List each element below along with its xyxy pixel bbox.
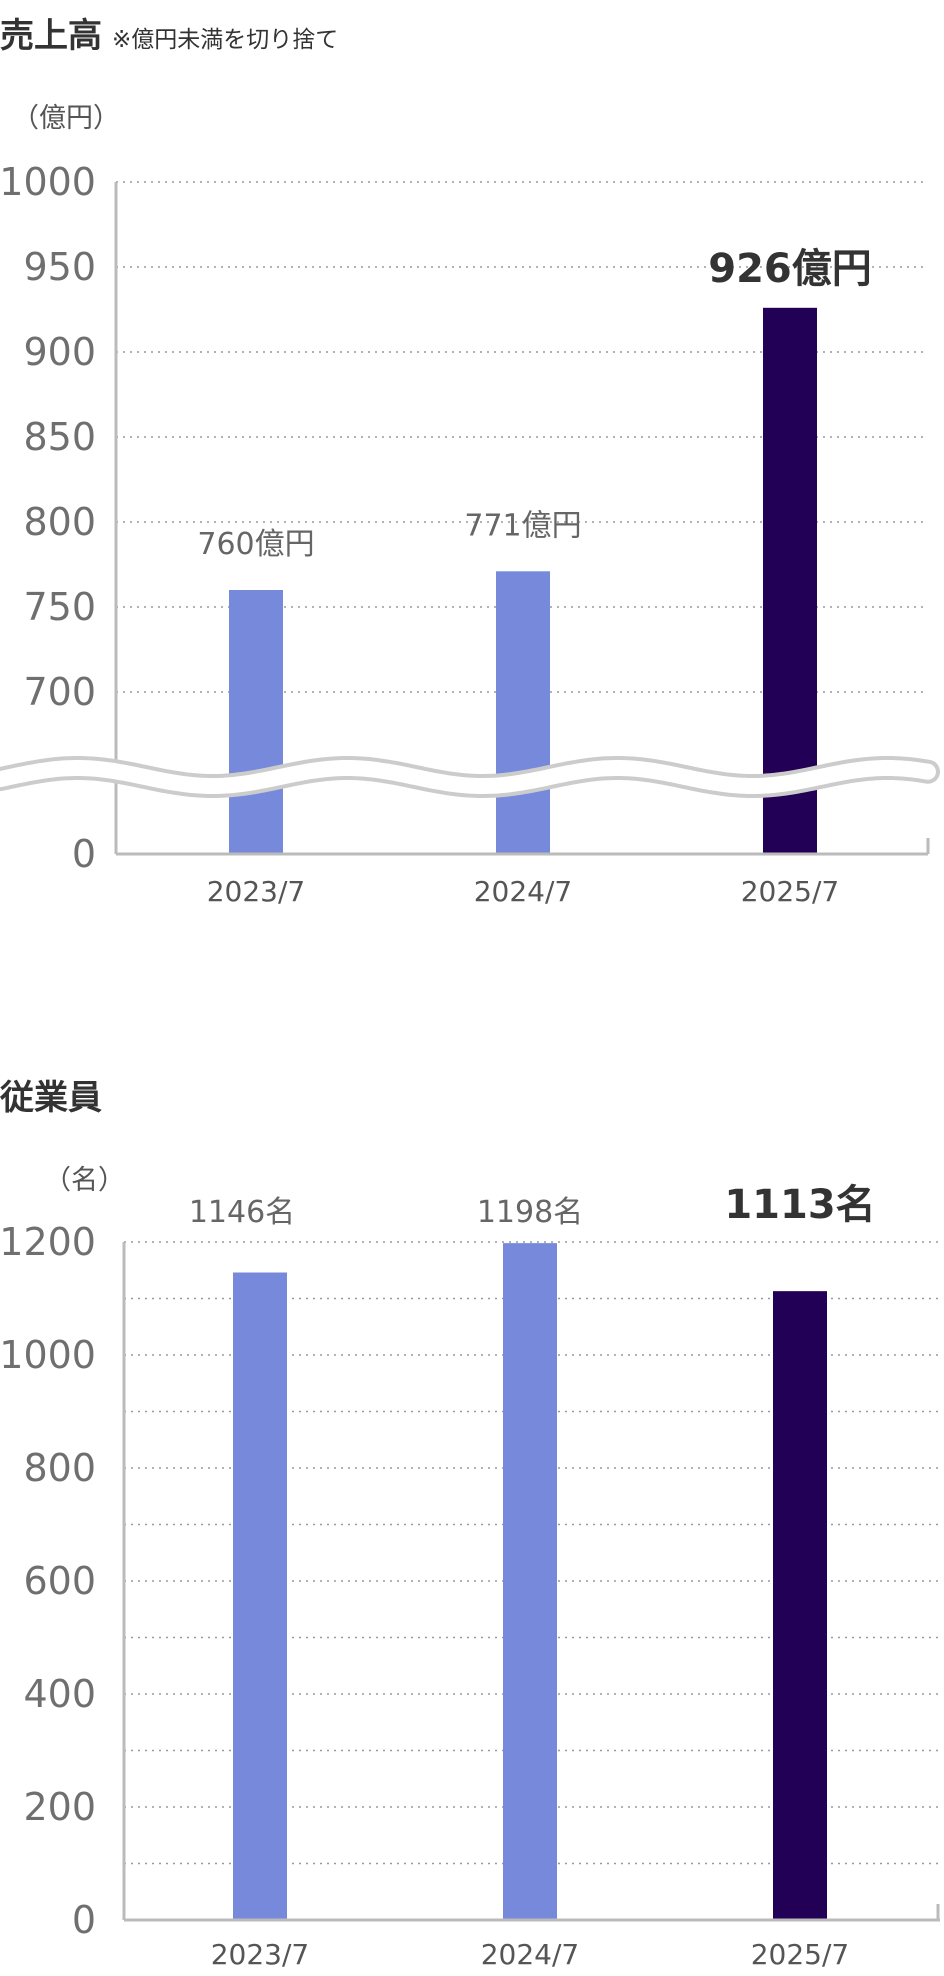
employees-bar	[503, 1243, 557, 1920]
employees-x-tick-label: 2025/7	[751, 1938, 850, 1971]
employees-y-tick-label: 600	[23, 1559, 96, 1603]
employees-y-unit: （名）	[44, 1165, 125, 1196]
sales-data-label: 926億円	[708, 246, 872, 292]
sales-axis-break-inner	[0, 760, 936, 794]
sales-title-row: 売上高 ※億円未満を切り捨て	[0, 8, 338, 57]
sales-x-tick-label: 2025/7	[741, 875, 840, 908]
employees-y-tick-label: 1200	[0, 1220, 96, 1264]
sales-y-unit: （億円）	[12, 103, 120, 134]
employees-data-label: 1198名	[477, 1195, 583, 1230]
sales-y-tick-label: 800	[23, 500, 96, 544]
employees-y-tick-label: 0	[72, 1898, 96, 1942]
sales-y-tick-label: 0	[72, 832, 96, 876]
employees-bar	[233, 1272, 287, 1920]
employees-y-tick-label: 400	[23, 1672, 96, 1716]
employees-y-tick-label: 200	[23, 1785, 96, 1829]
employees-data-label: 1113名	[724, 1182, 875, 1228]
sales-bar	[229, 590, 283, 854]
sales-data-label: 771億円	[464, 508, 581, 543]
sales-y-tick-label: 900	[23, 330, 96, 374]
sales-x-tick-label: 2023/7	[207, 875, 306, 908]
sales-bar	[763, 307, 817, 854]
employees-x-tick-label: 2024/7	[481, 1938, 580, 1971]
sales-y-tick-label: 950	[23, 245, 96, 289]
employees-x-tick-label: 2023/7	[211, 1938, 310, 1971]
sales-y-tick-label: 700	[23, 670, 96, 714]
sales-chart-note: ※億円未満を切り捨て	[112, 27, 339, 53]
sales-bar	[496, 571, 550, 854]
employees-data-label: 1146名	[189, 1195, 295, 1230]
sales-x-tick-label: 2024/7	[474, 875, 573, 908]
sales-y-tick-label: 1000	[0, 160, 96, 204]
sales-bar-chart: 0 700 750 800 850 900 950 1000 2023/7 2024/7 2025/…	[0, 160, 940, 908]
employees-y-tick-label: 1000	[0, 1333, 96, 1377]
employees-chart-title: 従業員	[0, 1078, 102, 1118]
sales-y-tick-label: 850	[23, 415, 96, 459]
employees-bar	[773, 1291, 827, 1920]
employees-y-tick-label: 800	[23, 1446, 96, 1490]
employees-title-row: 従業員	[0, 1070, 102, 1119]
sales-chart-title: 売上高	[0, 16, 102, 56]
sales-y-tick-label: 750	[23, 585, 96, 629]
sales-data-label: 760億円	[197, 527, 314, 562]
